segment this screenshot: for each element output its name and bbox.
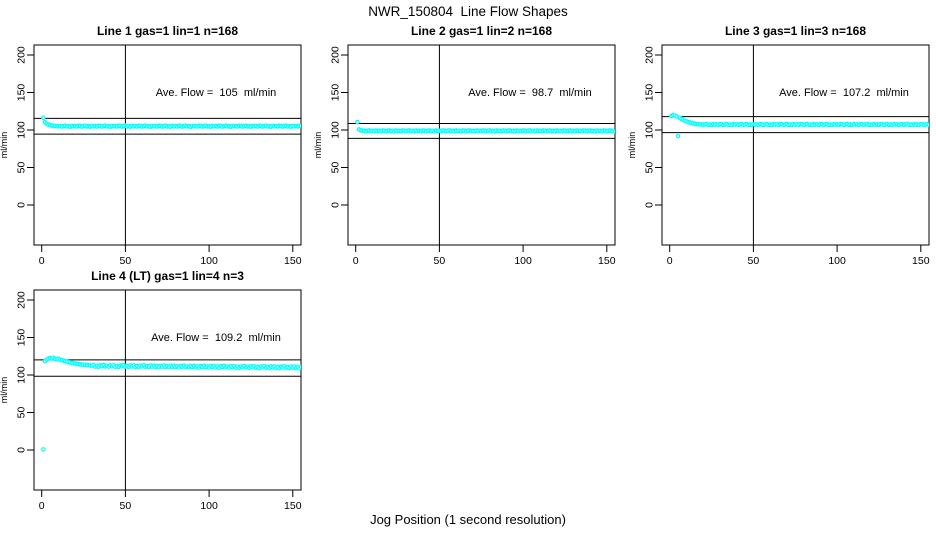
panel-1-ave-flow-annotation: Ave. Flow = 105 ml/min [155,87,277,99]
data-point [355,119,360,125]
data-point [304,366,307,369]
y-tick-label: 0 [644,202,656,208]
data-point [622,129,625,132]
x-tick-label: 100 [828,255,846,267]
figure-title: NWR_150804 Line Flow Shapes [368,4,568,19]
panel-3-title: Line 3 gas=1 lin=3 n=168 [724,24,867,38]
y-tick-label: 0 [16,202,28,208]
data-point [300,125,301,128]
x-tick-label: 100 [200,255,218,267]
data-point [303,124,306,127]
x-axis: 0 50 100 150 [353,245,616,267]
y-tick-label: 50 [644,162,656,174]
x-tick-label: 50 [120,255,132,267]
y-tick-label: 50 [330,162,342,174]
panel-1-title: Line 1 gas=1 lin=1 n=168 [96,24,239,38]
data-points [41,115,311,130]
y-axis: 0 50 100 150 200 [330,46,348,208]
data-point [308,366,311,369]
x-axis: 0 50 100 150 [39,245,302,267]
x-tick-label: 0 [39,500,45,512]
y-axis: 0 50 100 150 200 [16,46,34,208]
y-axis-label: ml/min [627,132,637,159]
data-point [932,123,935,126]
y-axis: 0 50 100 150 200 [16,291,34,453]
y-tick-label: 100 [16,121,28,139]
data-point [308,124,311,127]
data-point [931,123,934,126]
data-points [41,355,311,452]
x-tick-label: 100 [200,500,218,512]
x-axis-outer-label: Jog Position (1 second resolution) [370,512,566,527]
x-tick-label: 50 [120,500,132,512]
y-tick-label: 0 [330,202,342,208]
y-tick-label: 100 [330,121,342,139]
y-tick-label: 50 [16,162,28,174]
plot-box [661,44,930,246]
x-tick-label: 150 [912,255,930,267]
data-points [355,119,625,134]
y-tick-label: 200 [330,46,342,64]
y-axis-label: ml/min [0,132,9,159]
x-tick-label: 50 [434,255,446,267]
y-axis: 0 50 100 150 200 [644,46,662,208]
data-point [614,129,615,132]
data-point [41,447,46,452]
data-point [300,366,301,370]
x-tick-label: 0 [667,255,673,267]
y-axis-label: ml/min [0,377,9,404]
plot-box [33,289,302,491]
panel-2-ave-flow-annotation: Ave. Flow = 98.7 ml/min [468,87,592,99]
data-point [675,133,681,139]
y-tick-label: 200 [16,291,28,309]
x-tick-label: 50 [748,255,760,267]
data-point [306,125,309,128]
y-axis-label: ml/min [313,132,323,159]
y-tick-label: 100 [644,121,656,139]
y-tick-label: 50 [16,407,28,419]
x-tick-label: 150 [284,500,302,512]
x-tick-label: 100 [514,255,532,267]
panel-4-title: Line 4 (LT) gas=1 lin=4 n=3 [91,269,244,283]
panel-2-title: Line 2 gas=1 lin=2 n=168 [410,24,553,38]
data-point [41,115,46,121]
x-tick-label: 0 [353,255,359,267]
x-tick-label: 150 [598,255,616,267]
y-tick-label: 200 [644,46,656,64]
y-tick-label: 150 [330,84,342,102]
panel-4-ave-flow-annotation: Ave. Flow = 109.2 ml/min [151,332,281,344]
panel-4-plot: 0 50 100 150 200 0 50 100 150 ml/min [0,289,311,512]
x-axis: 0 50 100 150 [39,490,302,512]
y-tick-label: 0 [16,447,28,453]
x-tick-label: 150 [284,255,302,267]
y-tick-label: 150 [16,84,28,102]
panel-1-plot: 0 50 100 150 200 0 50 100 150 ml/min [0,44,311,267]
data-point [618,129,621,132]
data-point [928,123,929,126]
plot-box [33,44,302,246]
plot-box [347,44,616,246]
y-tick-label: 150 [16,329,28,347]
x-tick-label: 0 [39,255,45,267]
data-point [620,130,623,133]
data-point [617,129,620,132]
x-axis: 0 50 100 150 [667,245,930,267]
panel-3-plot: 0 50 100 150 200 0 50 100 150 ml/min [627,44,935,267]
data-points [669,112,935,139]
panel-2-plot: 0 50 100 150 200 0 50 100 150 ml/min [313,44,625,267]
y-tick-label: 200 [16,46,28,64]
y-tick-label: 100 [16,366,28,384]
data-point [306,366,309,369]
data-point [303,365,306,368]
data-point [304,124,307,127]
y-tick-label: 150 [644,84,656,102]
panel-3-ave-flow-annotation: Ave. Flow = 107.2 ml/min [779,87,909,99]
